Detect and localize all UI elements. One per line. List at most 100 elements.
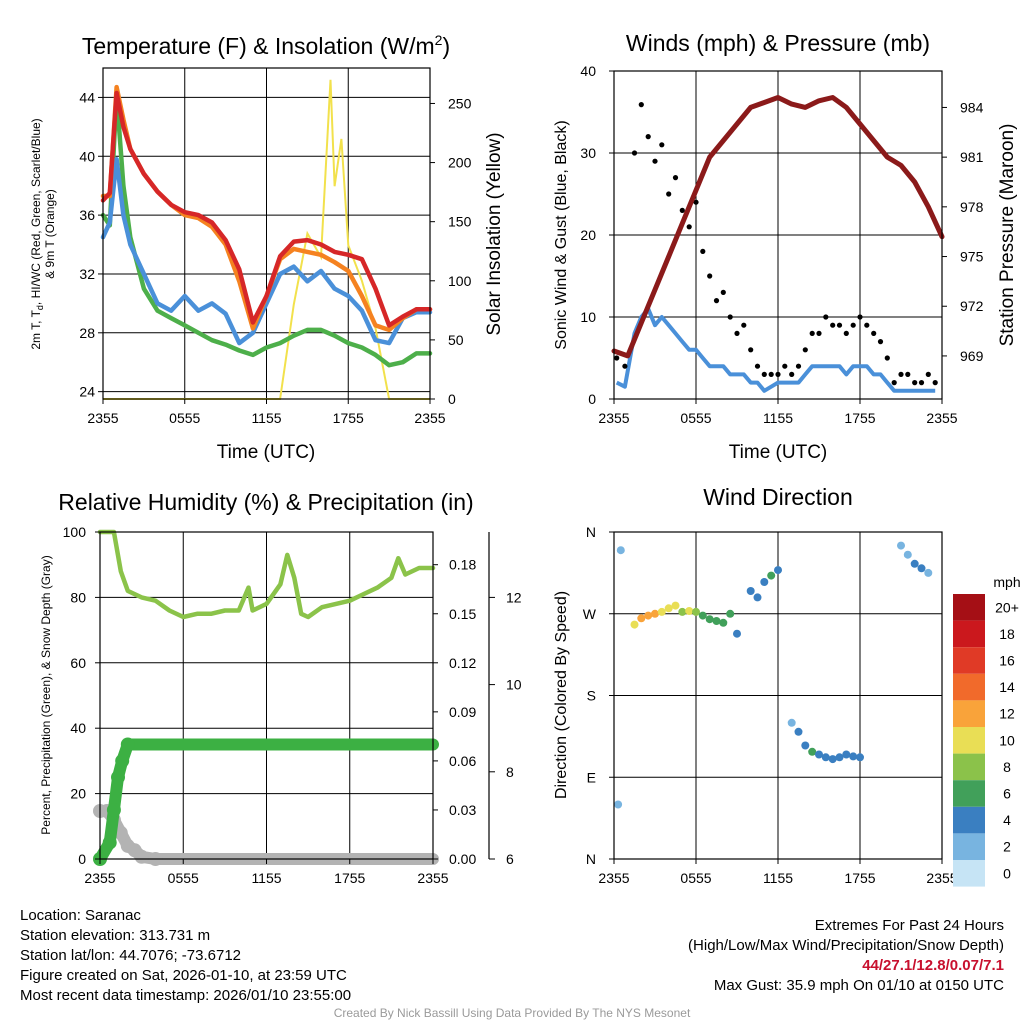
left-tick-label: 40 xyxy=(79,148,95,164)
gust-point xyxy=(836,322,843,328)
direction-point xyxy=(746,587,755,595)
gust-point xyxy=(912,380,918,386)
x-tick-label: 1155 xyxy=(251,870,281,886)
wind-direction-series xyxy=(614,541,933,809)
right-tick-label: 969 xyxy=(960,348,984,364)
extremes-title: Extremes For Past 24 Hours xyxy=(814,917,1004,934)
wind-direction-left-ticks: N E S W N xyxy=(583,524,614,867)
left-tick-label: 40 xyxy=(580,63,596,79)
precipitation-point xyxy=(106,803,121,817)
latlon-text: Station lat/lon: 44.7076; -73.6712 xyxy=(20,947,242,964)
extremes-info: Extremes For Past 24 Hours (High/Low/Max… xyxy=(688,916,1004,996)
x-tick-label: 1155 xyxy=(251,410,281,426)
humidity-gridlines xyxy=(100,532,433,859)
right-tick-label: 100 xyxy=(448,273,472,289)
wind-direction-panel: Wind Direction 2355 0555 1155 1755 2355 N E S W… xyxy=(553,484,1021,887)
temperature-left-axis-label-line2: & 9m T (Orange) xyxy=(43,189,57,279)
left-tick-label: 100 xyxy=(63,524,87,540)
precip-tick-label: 0.03 xyxy=(449,802,476,818)
right-tick-label: 975 xyxy=(960,249,984,265)
direction-point xyxy=(678,607,687,616)
colorbar-label: 16 xyxy=(999,653,1015,669)
snow-tick-label: 12 xyxy=(506,589,522,605)
winds-left-ticks: 0 10 20 30 40 xyxy=(580,63,614,407)
snow-tick-label: 6 xyxy=(506,851,514,867)
humidity-panel: Relative Humidity (%) & Precipitation (i… xyxy=(39,489,522,886)
direction-point xyxy=(801,741,810,750)
left-tick-label: 44 xyxy=(79,89,95,105)
gust-point xyxy=(809,330,815,336)
left-tick-label: 60 xyxy=(70,655,86,671)
direction-point xyxy=(821,753,830,762)
gust-point xyxy=(638,102,644,108)
direction-point xyxy=(808,747,817,756)
location-text: Location: Saranac xyxy=(20,907,141,924)
direction-point xyxy=(685,607,694,615)
gust-point xyxy=(830,322,836,328)
direction-point xyxy=(828,755,837,764)
left-tick-label: 40 xyxy=(70,720,86,736)
gust-point xyxy=(932,380,938,386)
direction-point xyxy=(815,750,823,759)
colorbar-label: 2 xyxy=(1003,839,1011,855)
created-text: Figure created on Sat, 2026-01-10, at 23… xyxy=(20,967,347,984)
gust-point xyxy=(782,363,788,369)
winds-panel: Winds (mph) & Pressure (mb) 2355 0555 1155… xyxy=(553,30,1018,463)
left-tick-label: 10 xyxy=(580,309,596,325)
x-tick-label: 0555 xyxy=(680,870,711,886)
gust-point xyxy=(857,314,863,320)
x-tick-label: 2355 xyxy=(926,870,957,886)
direction-point xyxy=(753,593,762,602)
left-tick-label: 30 xyxy=(580,145,596,161)
gust-point xyxy=(622,363,628,369)
max-gust-text: Max Gust: 35.9 mph On 01/10 at 0150 UTC xyxy=(713,977,1004,994)
gust-point xyxy=(884,355,890,361)
credit-text: Created By Nick Bassill Using Data Provi… xyxy=(333,1006,691,1020)
colorbar-label: 18 xyxy=(999,626,1015,642)
gust-point xyxy=(850,322,856,328)
colorbar-swatch xyxy=(953,806,985,834)
right-tick-label: 981 xyxy=(960,149,984,165)
humidity-series xyxy=(93,529,439,866)
pressure-axis-label: Station Pressure (Maroon) xyxy=(997,124,1018,347)
gust-point xyxy=(925,371,931,377)
winds-series xyxy=(611,95,945,393)
left-tick-label: 24 xyxy=(79,384,95,400)
direction-point xyxy=(842,750,851,759)
direction-point xyxy=(644,611,653,620)
winds-x-ticks: 2355 0555 1155 1755 2355 xyxy=(598,399,958,426)
left-tick-label: 32 xyxy=(79,266,95,282)
station-info: Location: Saranac Station elevation: 313… xyxy=(20,906,351,1006)
direction-point xyxy=(616,546,625,555)
humidity-left-axis-label: Percent, Precipitation (Green), & Snow D… xyxy=(39,555,53,834)
x-tick-label: 2355 xyxy=(87,410,118,426)
gust-point xyxy=(871,330,877,336)
humidity-x-ticks: 2355 0555 1155 1755 2355 xyxy=(84,859,449,886)
gust-point xyxy=(666,191,672,197)
x-tick-label: 1155 xyxy=(763,410,793,426)
colorbar-swatch xyxy=(953,594,985,621)
wind-direction-x-ticks: 2355 0555 1155 1755 2355 xyxy=(598,859,958,886)
left-tick-label: 28 xyxy=(79,325,95,341)
left-tick-label: 20 xyxy=(580,227,596,243)
colorbar-label: 20+ xyxy=(995,599,1019,615)
direction-point xyxy=(835,753,844,762)
right-tick-label: 250 xyxy=(448,95,472,111)
gust-point xyxy=(754,363,761,369)
precip-tick-label: 0.12 xyxy=(449,655,476,671)
precipitation-point xyxy=(102,835,117,850)
colorbar-label: 10 xyxy=(999,732,1015,748)
humidity-chart-title: Relative Humidity (%) & Precipitation (i… xyxy=(58,489,473,515)
gust-point xyxy=(843,330,849,336)
insolation-line xyxy=(103,79,430,400)
left-tick-label: 20 xyxy=(70,786,86,802)
x-tick-label: 1755 xyxy=(844,870,875,886)
gust-point xyxy=(631,150,638,156)
direction-point xyxy=(664,604,673,613)
direction-point xyxy=(719,618,728,627)
x-tick-label: 0555 xyxy=(680,410,711,426)
gust-point xyxy=(645,134,651,140)
speed-colorbar: 20+ 18 16 14 12 10 8 6 4 2 0 xyxy=(953,594,1019,887)
colorbar-swatch xyxy=(953,647,985,674)
direction-point xyxy=(637,614,646,623)
